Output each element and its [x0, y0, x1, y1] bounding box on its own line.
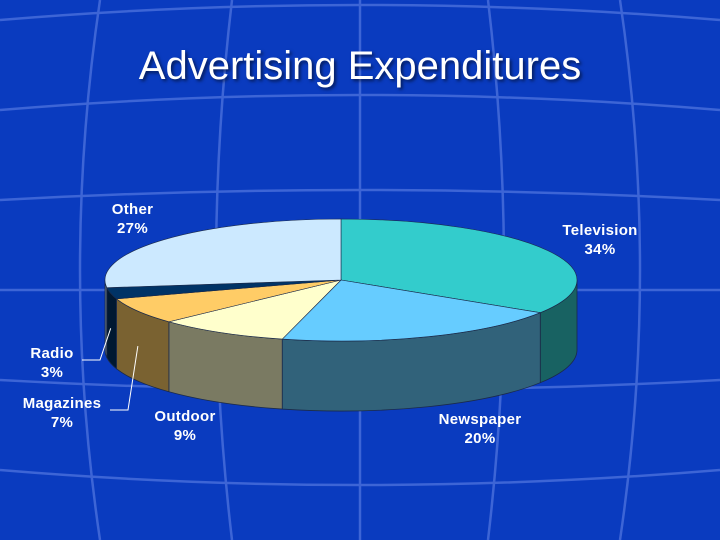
- leader-line-magazines: [110, 345, 139, 411]
- slice-label-other: Other 27%: [95, 200, 170, 238]
- leader-line-radio: [82, 328, 112, 361]
- slice-label-outdoor-value: 9%: [173, 427, 197, 444]
- pie-slice-television: [340, 218, 578, 313]
- pie-slice-newspaper: [281, 279, 542, 342]
- pie-slice-outdoor: [167, 279, 342, 340]
- slice-label-magazines-value: 7%: [50, 414, 74, 431]
- pie-chart: [82, 218, 578, 412]
- page-title: Advertising Expenditures: [138, 44, 582, 88]
- slice-label-magazines-name: Magazines: [22, 395, 102, 412]
- pie-slice-other: [104, 218, 342, 288]
- slice-label-television-value: 34%: [584, 241, 616, 258]
- slice-label-television: Television 34%: [550, 221, 650, 259]
- grid-line: [618, 0, 642, 540]
- slice-label-television-name: Television: [562, 222, 638, 239]
- slice-label-magazines: Magazines 7%: [12, 394, 112, 432]
- grid-line: [0, 468, 720, 487]
- slice-label-other-value: 27%: [117, 220, 148, 237]
- grid-line: [0, 188, 720, 202]
- slice-label-newspaper: Newspaper 20%: [425, 410, 535, 448]
- slice-label-outdoor: Outdoor 9%: [145, 407, 225, 445]
- grid-line: [0, 3, 720, 22]
- slice-label-newspaper-name: Newspaper: [438, 411, 522, 428]
- pie-slice-magazines: [115, 279, 342, 323]
- slice-label-newspaper-value: 20%: [464, 430, 496, 447]
- grid-line: [78, 0, 102, 540]
- grid-line: [0, 93, 720, 112]
- pie-side-radio: [106, 287, 117, 370]
- slice-label-radio-value: 3%: [40, 364, 64, 381]
- slice-label-radio: Radio 3%: [22, 344, 82, 382]
- slice-label-radio-name: Radio: [30, 345, 74, 362]
- slice-label-outdoor-name: Outdoor: [154, 408, 216, 425]
- slice-label-other-name: Other: [111, 201, 154, 218]
